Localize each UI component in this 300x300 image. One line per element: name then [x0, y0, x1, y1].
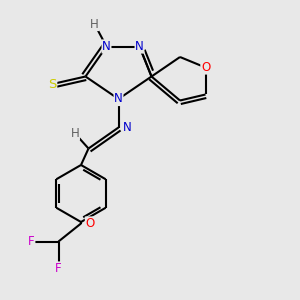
Text: N: N	[135, 40, 144, 53]
Text: N: N	[114, 92, 123, 106]
Text: F: F	[55, 262, 62, 275]
Text: F: F	[28, 235, 35, 248]
Text: S: S	[48, 77, 57, 91]
Text: O: O	[85, 217, 94, 230]
Text: O: O	[201, 61, 210, 74]
Text: H: H	[70, 127, 80, 140]
Text: H: H	[90, 17, 99, 31]
Text: N: N	[102, 40, 111, 53]
Text: N: N	[123, 121, 132, 134]
